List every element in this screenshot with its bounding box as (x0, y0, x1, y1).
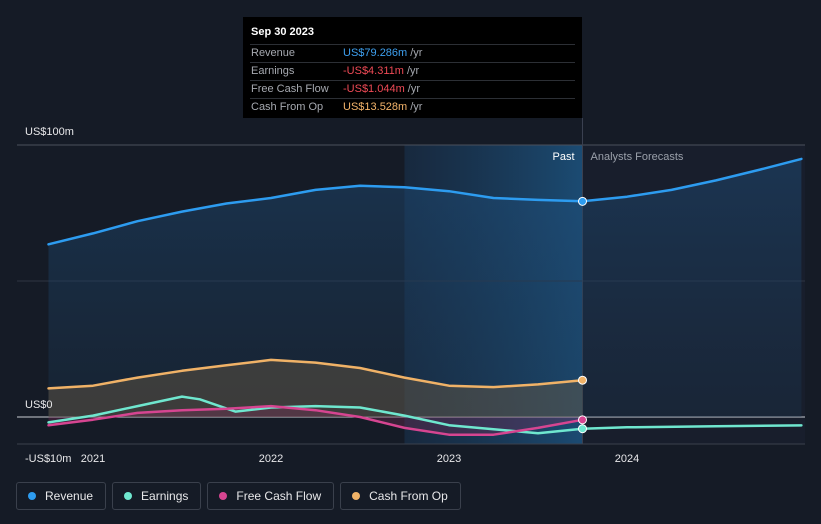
legend-item-revenue[interactable]: Revenue (16, 482, 107, 510)
tooltip-label: Cash From Op (251, 101, 324, 113)
markers (578, 196, 587, 434)
revenue-line (47, 184, 584, 246)
y-tick-label: -US$10m (25, 453, 71, 465)
tooltip-row-free-cash-flow: Free Cash Flow -US$1.044m /yr (250, 80, 575, 98)
legend-item-earnings[interactable]: Earnings (112, 482, 202, 510)
tooltip-date: Sep 30 2023 (251, 26, 314, 38)
legend-item-cash-from-op[interactable]: Cash From Op (340, 482, 461, 510)
tooltip-row-earnings: Earnings -US$4.311m /yr (250, 62, 575, 80)
tooltip-row-cash-from-op: Cash From Op US$13.528m /yr (250, 98, 575, 116)
legend-label: Revenue (45, 489, 94, 503)
legend-dot-icon (124, 492, 133, 500)
tooltip-unit: /yr (410, 47, 423, 59)
tooltip-value: -US$1.044m (343, 83, 405, 95)
tooltip-label: Free Cash Flow (251, 83, 329, 95)
free-cash-flow-area (48, 406, 583, 435)
forecast-label: Analysts Forecasts (591, 151, 684, 163)
tooltip-label: Revenue (251, 47, 296, 59)
axes: US$100m US$0 -US$10m 2021 2022 2023 2024 Past An… (25, 126, 684, 465)
revenue-forecast-line (581, 157, 803, 203)
legend-item-free-cash-flow[interactable]: Free Cash Flow (207, 482, 335, 510)
legend: Revenue Earnings Free Cash Flow Cash Fro… (16, 482, 461, 510)
data-tooltip: Sep 30 2023 Revenue US$79.286m /yr Earni… (243, 17, 582, 118)
legend-dot-icon (28, 492, 36, 500)
earnings-forecast-line (581, 424, 803, 430)
revenue-marker (578, 196, 587, 206)
tooltip-value: US$13.528m (343, 101, 408, 113)
legend-dot-icon (219, 492, 228, 500)
legend-label: Cash From Op (369, 489, 448, 503)
x-tick-label: 2021 (81, 453, 105, 465)
tooltip-row-revenue: Revenue US$79.286m /yr (250, 44, 575, 62)
tooltip-unit: /yr (406, 65, 420, 77)
y-tick-label: US$0 (25, 399, 53, 411)
x-tick-label: 2022 (259, 453, 283, 465)
tooltip-label: Earnings (251, 65, 295, 77)
cash-from-op-marker (578, 375, 587, 385)
free-cash-flow-marker (578, 415, 587, 425)
free-cash-flow-line (47, 404, 584, 436)
legend-label: Free Cash Flow (236, 489, 322, 503)
tooltip-value: US$79.286m (343, 47, 408, 59)
cash-from-op-area (48, 359, 583, 417)
y-tick-label: US$100m (25, 126, 74, 138)
legend-dot-icon (352, 492, 361, 500)
revenue-area (48, 158, 802, 417)
tooltip-unit: /yr (407, 83, 420, 95)
earnings-line (47, 395, 584, 435)
x-tick-label: 2023 (437, 453, 461, 465)
tooltip-unit: /yr (410, 101, 423, 113)
tooltip-value: -US$4.311m (343, 65, 404, 77)
cash-from-op-line (47, 358, 584, 390)
x-tick-label: 2024 (615, 453, 639, 465)
series (47, 157, 803, 436)
past-label: Past (552, 151, 574, 163)
earnings-marker (578, 424, 587, 434)
legend-label: Earnings (141, 489, 189, 503)
